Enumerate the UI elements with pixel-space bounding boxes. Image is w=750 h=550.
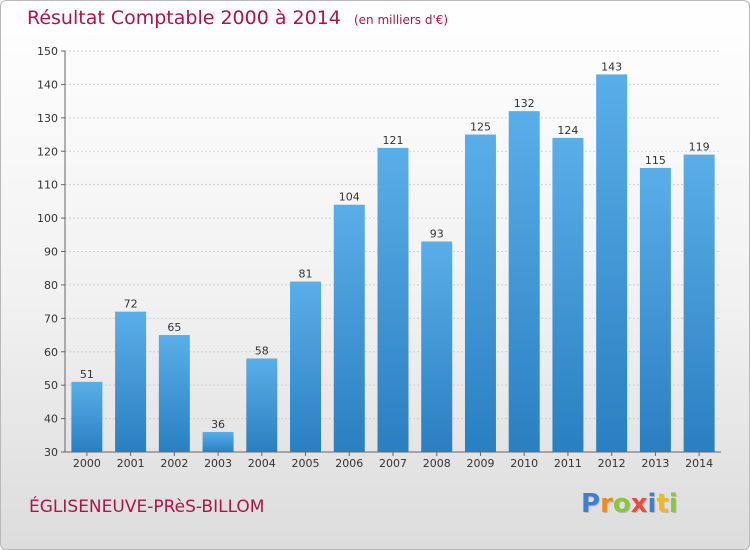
chart-subtitle: (en milliers d'€) — [353, 13, 449, 27]
bar-2000 — [71, 381, 103, 452]
x-tick-label-2007: 2007 — [379, 457, 407, 470]
x-tick-label-2010: 2010 — [510, 457, 538, 470]
y-tick-label: 30 — [44, 446, 58, 459]
logo-letter: r — [600, 489, 613, 519]
data-label-2006: 104 — [339, 191, 360, 204]
y-tick-label: 50 — [44, 379, 58, 392]
bar-2004 — [246, 358, 278, 452]
bar-2006 — [333, 204, 365, 452]
x-tick-label-2008: 2008 — [423, 457, 451, 470]
y-tick-label: 130 — [37, 112, 58, 125]
data-label-2010: 132 — [514, 97, 535, 110]
y-tick-label: 140 — [37, 78, 58, 91]
x-tick-label-2000: 2000 — [73, 457, 101, 470]
data-label-2008: 93 — [430, 227, 444, 240]
y-tick-label: 110 — [37, 179, 58, 192]
data-label-2001: 72 — [124, 298, 138, 311]
y-tick-label: 100 — [37, 212, 58, 225]
data-label-2003: 36 — [211, 418, 225, 431]
logo-letter: i — [668, 489, 678, 519]
data-label-2004: 58 — [255, 344, 269, 357]
commune-name: ÉGLISENEUVE-PRèS-BILLOM — [29, 497, 265, 517]
bar-2002 — [158, 335, 190, 452]
x-tick-label-2004: 2004 — [248, 457, 276, 470]
x-tick-label-2006: 2006 — [335, 457, 363, 470]
logo-letter: x — [630, 489, 648, 519]
x-tick-label-2005: 2005 — [292, 457, 320, 470]
bar-2005 — [290, 281, 322, 452]
bar-2013 — [639, 167, 671, 453]
y-tick-label: 40 — [44, 413, 58, 426]
y-tick-label: 70 — [44, 312, 58, 325]
bar-2008 — [421, 241, 453, 452]
x-tick-label-2003: 2003 — [204, 457, 232, 470]
data-label-2005: 81 — [299, 268, 313, 281]
title-row: Résultat Comptable 2000 à 2014 (en milli… — [27, 7, 448, 29]
chart-title: Résultat Comptable 2000 à 2014 — [27, 7, 341, 29]
x-tick-label-2009: 2009 — [466, 457, 494, 470]
logo-letter: t — [656, 489, 669, 519]
label-layer: 51 72 65 36 58 81 104 121 93 125 132 124 143 115 119 — [80, 60, 710, 431]
x-tick-label-2002: 2002 — [160, 457, 188, 470]
bar-2010 — [508, 111, 540, 453]
data-label-2012: 143 — [601, 60, 622, 73]
proxiti-logo: Proxiti — [581, 489, 678, 519]
data-label-2009: 125 — [470, 121, 491, 134]
bar-2003 — [202, 431, 234, 452]
data-label-2000: 51 — [80, 368, 94, 381]
y-tick-label: 150 — [37, 45, 58, 58]
data-label-2002: 65 — [167, 321, 181, 334]
data-label-2013: 115 — [645, 154, 666, 167]
data-label-2014: 119 — [689, 141, 710, 154]
bar-2009 — [464, 134, 496, 452]
y-tick-label: 80 — [44, 279, 58, 292]
y-tick-label: 120 — [37, 145, 58, 158]
x-tick-label-2012: 2012 — [598, 457, 626, 470]
x-tick-label-2014: 2014 — [685, 457, 713, 470]
bar-2011 — [552, 137, 584, 452]
x-tick-label-2001: 2001 — [117, 457, 145, 470]
logo-letter: P — [581, 489, 601, 519]
logo-letter: o — [612, 489, 631, 519]
bar-2007 — [377, 147, 409, 453]
y-tick-label: 90 — [44, 246, 58, 259]
data-label-2007: 121 — [383, 134, 404, 147]
axis-layer: 30 40 50 60 70 80 90 100 110 120 130 140 150 2000 2001… — [37, 45, 721, 470]
bar-2001 — [115, 311, 147, 452]
bar-2014 — [683, 154, 715, 452]
logo-letter: i — [647, 489, 657, 519]
y-tick-label: 60 — [44, 346, 58, 359]
x-tick-label-2013: 2013 — [641, 457, 669, 470]
bar-layer — [71, 74, 715, 453]
x-tick-label-2011: 2011 — [554, 457, 582, 470]
data-label-2011: 124 — [557, 124, 578, 137]
bar-2012 — [596, 74, 628, 453]
